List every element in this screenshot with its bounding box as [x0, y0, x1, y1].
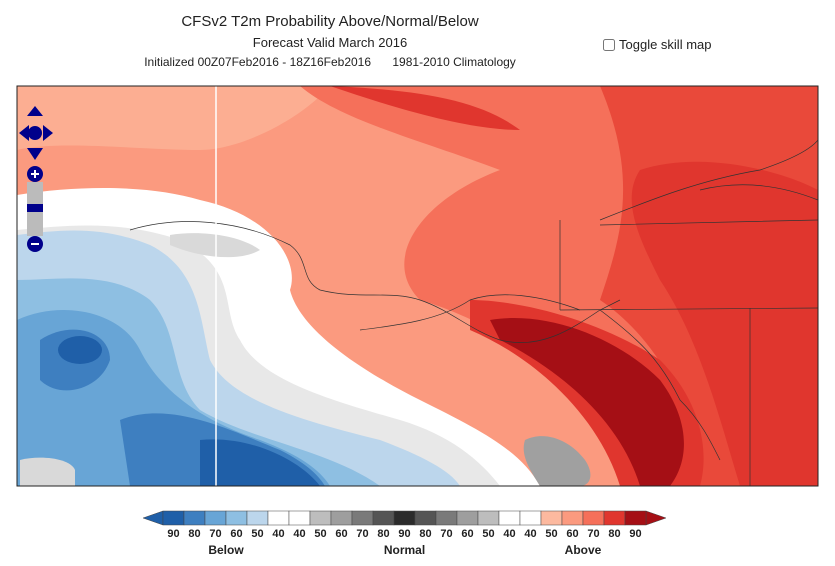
legend-label: 70 [356, 528, 368, 540]
nav-controls [19, 106, 53, 252]
legend-label: 40 [293, 528, 305, 540]
map [17, 86, 818, 486]
legend-label: 40 [503, 528, 515, 540]
legend-label: 70 [209, 528, 221, 540]
legend-swatch [624, 510, 647, 526]
legend-label: 40 [524, 528, 536, 540]
init-line: Initialized 00Z07Feb2016 - 18Z16Feb2016 … [0, 55, 660, 69]
legend-swatch [582, 510, 605, 526]
legend-label: 60 [230, 528, 242, 540]
legend-label: 80 [377, 528, 389, 540]
pan-down[interactable] [27, 148, 43, 160]
toggle-label: Toggle skill map [619, 37, 712, 52]
legend-swatch [540, 510, 563, 526]
legend-swatch [372, 510, 395, 526]
initialized: Initialized 00Z07Feb2016 - 18Z16Feb2016 [144, 55, 372, 69]
legend-swatch [498, 510, 521, 526]
subtitle: Forecast Valid March 2016 [252, 35, 408, 50]
legend-label: 60 [566, 528, 578, 540]
pan-right[interactable] [43, 125, 53, 141]
legend: 90 80 70 60 50 40 40 50 60 70 80 90 80 70 60 50 40 40 50 60… [142, 510, 667, 557]
legend-label: 70 [440, 528, 452, 540]
legend-arrow-right [645, 510, 667, 526]
legend-label: 50 [482, 528, 494, 540]
legend-swatch [309, 510, 332, 526]
legend-arrow-left [142, 510, 164, 526]
legend-label: 90 [398, 528, 410, 540]
legend-swatch [183, 510, 206, 526]
legend-swatch [477, 510, 500, 526]
legend-label: 50 [545, 528, 557, 540]
legend-label: 50 [251, 528, 263, 540]
legend-label: 90 [629, 528, 641, 540]
legend-swatch [288, 510, 311, 526]
legend-swatch [414, 510, 437, 526]
pan-left[interactable] [19, 125, 29, 141]
legend-swatch [456, 510, 479, 526]
legend-swatch [246, 510, 269, 526]
legend-swatch [204, 510, 227, 526]
legend-swatch [603, 510, 626, 526]
legend-swatch [267, 510, 290, 526]
legend-label: 50 [314, 528, 326, 540]
toggle-checkbox[interactable] [603, 38, 615, 51]
legend-group: Normal [384, 543, 425, 557]
legend-label: 80 [188, 528, 200, 540]
legend-swatch [519, 510, 542, 526]
legend-label: 60 [335, 528, 347, 540]
legend-group: Below [208, 543, 244, 557]
climatology: 1981-2010 Climatology [392, 55, 516, 69]
legend-group: Above [565, 543, 602, 557]
legend-label: 40 [272, 528, 284, 540]
legend-swatch [393, 510, 416, 526]
legend-label: 60 [461, 528, 473, 540]
zoom-handle[interactable] [27, 204, 43, 212]
toggle[interactable]: Toggle skill map [603, 37, 712, 52]
title: CFSv2 T2m Probability Above/Normal/Below [181, 13, 479, 30]
legend-swatch [225, 510, 248, 526]
pan-up[interactable] [27, 106, 43, 116]
legend-swatch [330, 510, 353, 526]
legend-swatch [435, 510, 458, 526]
legend-label: 70 [587, 528, 599, 540]
legend-swatch [351, 510, 374, 526]
legend-label: 80 [608, 528, 620, 540]
legend-swatch [561, 510, 584, 526]
legend-label: 90 [167, 528, 179, 540]
legend-label: 80 [419, 528, 431, 540]
legend-swatch [162, 510, 185, 526]
